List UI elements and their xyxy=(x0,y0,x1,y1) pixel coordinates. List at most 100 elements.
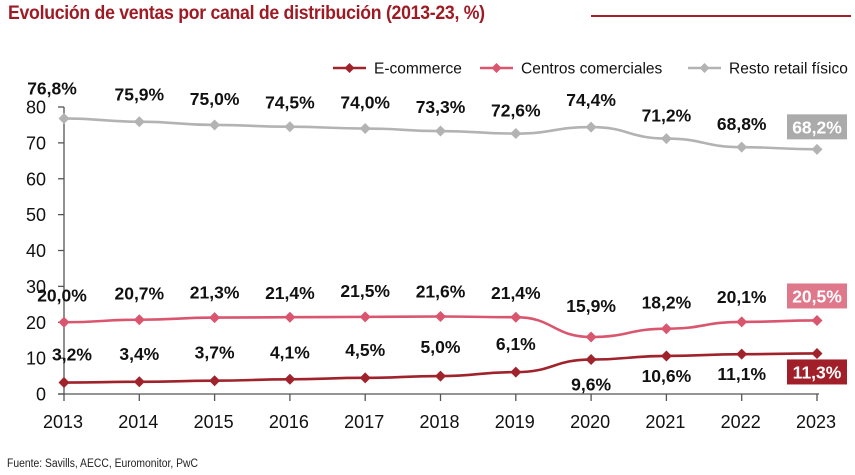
data-point-ecommerce xyxy=(435,370,446,382)
y-tick-label: 30 xyxy=(26,277,46,297)
x-tick-label: 2019 xyxy=(495,412,535,432)
data-point-centros xyxy=(811,314,823,326)
data-label-ecommerce: 9,6% xyxy=(571,375,611,395)
data-label-centros: 21,6% xyxy=(416,282,466,302)
data-label-ecommerce: 5,0% xyxy=(421,337,461,357)
data-point-centros xyxy=(510,311,522,323)
data-point-resto xyxy=(133,116,145,128)
x-tick-label: 2017 xyxy=(344,412,384,432)
legend-label-ecommerce: E-commerce xyxy=(374,61,462,78)
y-tick-label: 10 xyxy=(26,349,46,369)
data-point-resto xyxy=(811,143,823,155)
chart-title: Evolución de ventas por canal de distrib… xyxy=(8,3,485,24)
data-point-resto xyxy=(585,121,597,133)
y-tick-label: 80 xyxy=(26,98,46,118)
axes: 0 10 20 30 40 50 60 70 80 2013 2014 2015 2016 2017 201… xyxy=(26,98,836,433)
data-label-centros: 20,1% xyxy=(717,287,767,307)
title-rule xyxy=(591,15,851,17)
data-point-resto xyxy=(284,121,296,133)
source-note: Fuente: Savills, AECC, Euromonitor, PwC xyxy=(7,458,198,470)
data-label-centros: 21,5% xyxy=(340,281,390,301)
last-value-badge-centros xyxy=(787,283,847,309)
data-label-ecommerce: 3,4% xyxy=(119,344,159,364)
data-label-centros: 21,4% xyxy=(491,283,541,303)
legend: E-commerce Centros comerciales Resto retai… xyxy=(333,61,848,78)
data-point-centros xyxy=(284,311,296,323)
x-tick-label: 2022 xyxy=(721,412,761,432)
y-tick-label: 0 xyxy=(36,385,46,405)
data-point-ecommerce xyxy=(58,377,70,389)
x-tick-label: 2020 xyxy=(570,412,610,432)
data-label-resto: 71,2% xyxy=(642,106,692,126)
data-point-centros xyxy=(359,311,371,323)
data-label-resto: 72,6% xyxy=(491,101,541,121)
data-label-ecommerce: 11,3% xyxy=(793,362,842,382)
data-point-ecommerce xyxy=(585,354,597,366)
data-point-ecommerce xyxy=(359,372,371,384)
data-point-centros xyxy=(660,323,672,335)
legend-label-resto: Resto retail físico xyxy=(729,61,848,78)
legend-swatch-marker-resto xyxy=(699,63,710,73)
data-label-resto: 73,3% xyxy=(416,97,466,117)
legend-swatch-marker-centros xyxy=(491,63,502,73)
x-tick-label: 2016 xyxy=(269,412,309,432)
x-tick-label: 2013 xyxy=(43,412,83,432)
y-tick-label: 70 xyxy=(26,133,46,153)
y-tick-label: 60 xyxy=(26,169,46,189)
data-label-ecommerce: 10,6% xyxy=(642,366,692,386)
data-point-resto xyxy=(660,133,672,145)
data-labels: 3,2% 3,4% 3,7% 4,1% 4,5% 5,0% 6,1% 9,6% 10,6% 11,… xyxy=(27,78,847,395)
y-tick-label: 40 xyxy=(26,241,46,261)
data-label-resto: 76,8% xyxy=(27,78,77,98)
data-point-centros xyxy=(736,316,748,328)
data-label-centros: 20,0% xyxy=(37,285,87,305)
data-point-resto xyxy=(359,123,371,135)
data-label-resto: 68,8% xyxy=(717,114,767,134)
data-label-centros: 20,5% xyxy=(792,286,842,306)
data-label-ecommerce: 3,2% xyxy=(52,345,92,365)
data-point-resto xyxy=(435,125,446,137)
x-tick-label: 2014 xyxy=(118,412,158,432)
data-label-resto: 68,2% xyxy=(792,117,842,137)
last-value-badge-ecommerce xyxy=(787,359,847,385)
data-label-centros: 21,4% xyxy=(265,283,315,303)
data-label-centros: 15,9% xyxy=(566,296,616,316)
x-tick-label: 2015 xyxy=(194,412,234,432)
data-point-ecommerce xyxy=(209,375,221,387)
data-point-centros xyxy=(435,311,446,323)
y-tick-label: 20 xyxy=(26,313,46,333)
legend-swatch-marker-ecommerce xyxy=(344,63,355,73)
data-label-resto: 75,9% xyxy=(114,85,164,105)
data-label-ecommerce: 11,1% xyxy=(717,364,766,384)
data-label-ecommerce: 6,1% xyxy=(496,334,536,354)
data-point-ecommerce xyxy=(284,373,296,385)
data-point-ecommerce xyxy=(510,366,522,378)
data-point-resto xyxy=(510,128,522,140)
series-line-resto xyxy=(63,117,818,151)
series-line-centros xyxy=(63,315,818,339)
data-label-resto: 74,4% xyxy=(566,90,616,110)
data-label-resto: 74,0% xyxy=(340,93,390,113)
data-point-ecommerce xyxy=(811,347,823,359)
data-point-centros xyxy=(209,312,221,324)
data-point-centros xyxy=(58,316,70,328)
data-point-ecommerce xyxy=(736,348,748,360)
data-label-centros: 18,2% xyxy=(642,293,692,313)
legend-label-centros: Centros comerciales xyxy=(521,61,663,78)
last-value-badge-resto xyxy=(787,114,847,140)
data-point-resto xyxy=(209,119,221,131)
x-tick-label: 2023 xyxy=(796,412,836,432)
data-point-ecommerce xyxy=(660,350,672,362)
data-point-ecommerce xyxy=(133,376,145,388)
data-label-centros: 21,3% xyxy=(190,283,240,303)
data-point-centros xyxy=(585,331,597,343)
data-label-ecommerce: 3,7% xyxy=(195,343,235,363)
data-point-resto xyxy=(58,112,70,124)
data-point-centros xyxy=(133,314,145,326)
data-label-resto: 75,0% xyxy=(190,89,240,109)
data-label-ecommerce: 4,1% xyxy=(270,342,310,362)
x-tick-label: 2018 xyxy=(419,412,459,432)
data-label-ecommerce: 4,5% xyxy=(345,340,385,360)
data-label-resto: 74,5% xyxy=(265,93,315,113)
